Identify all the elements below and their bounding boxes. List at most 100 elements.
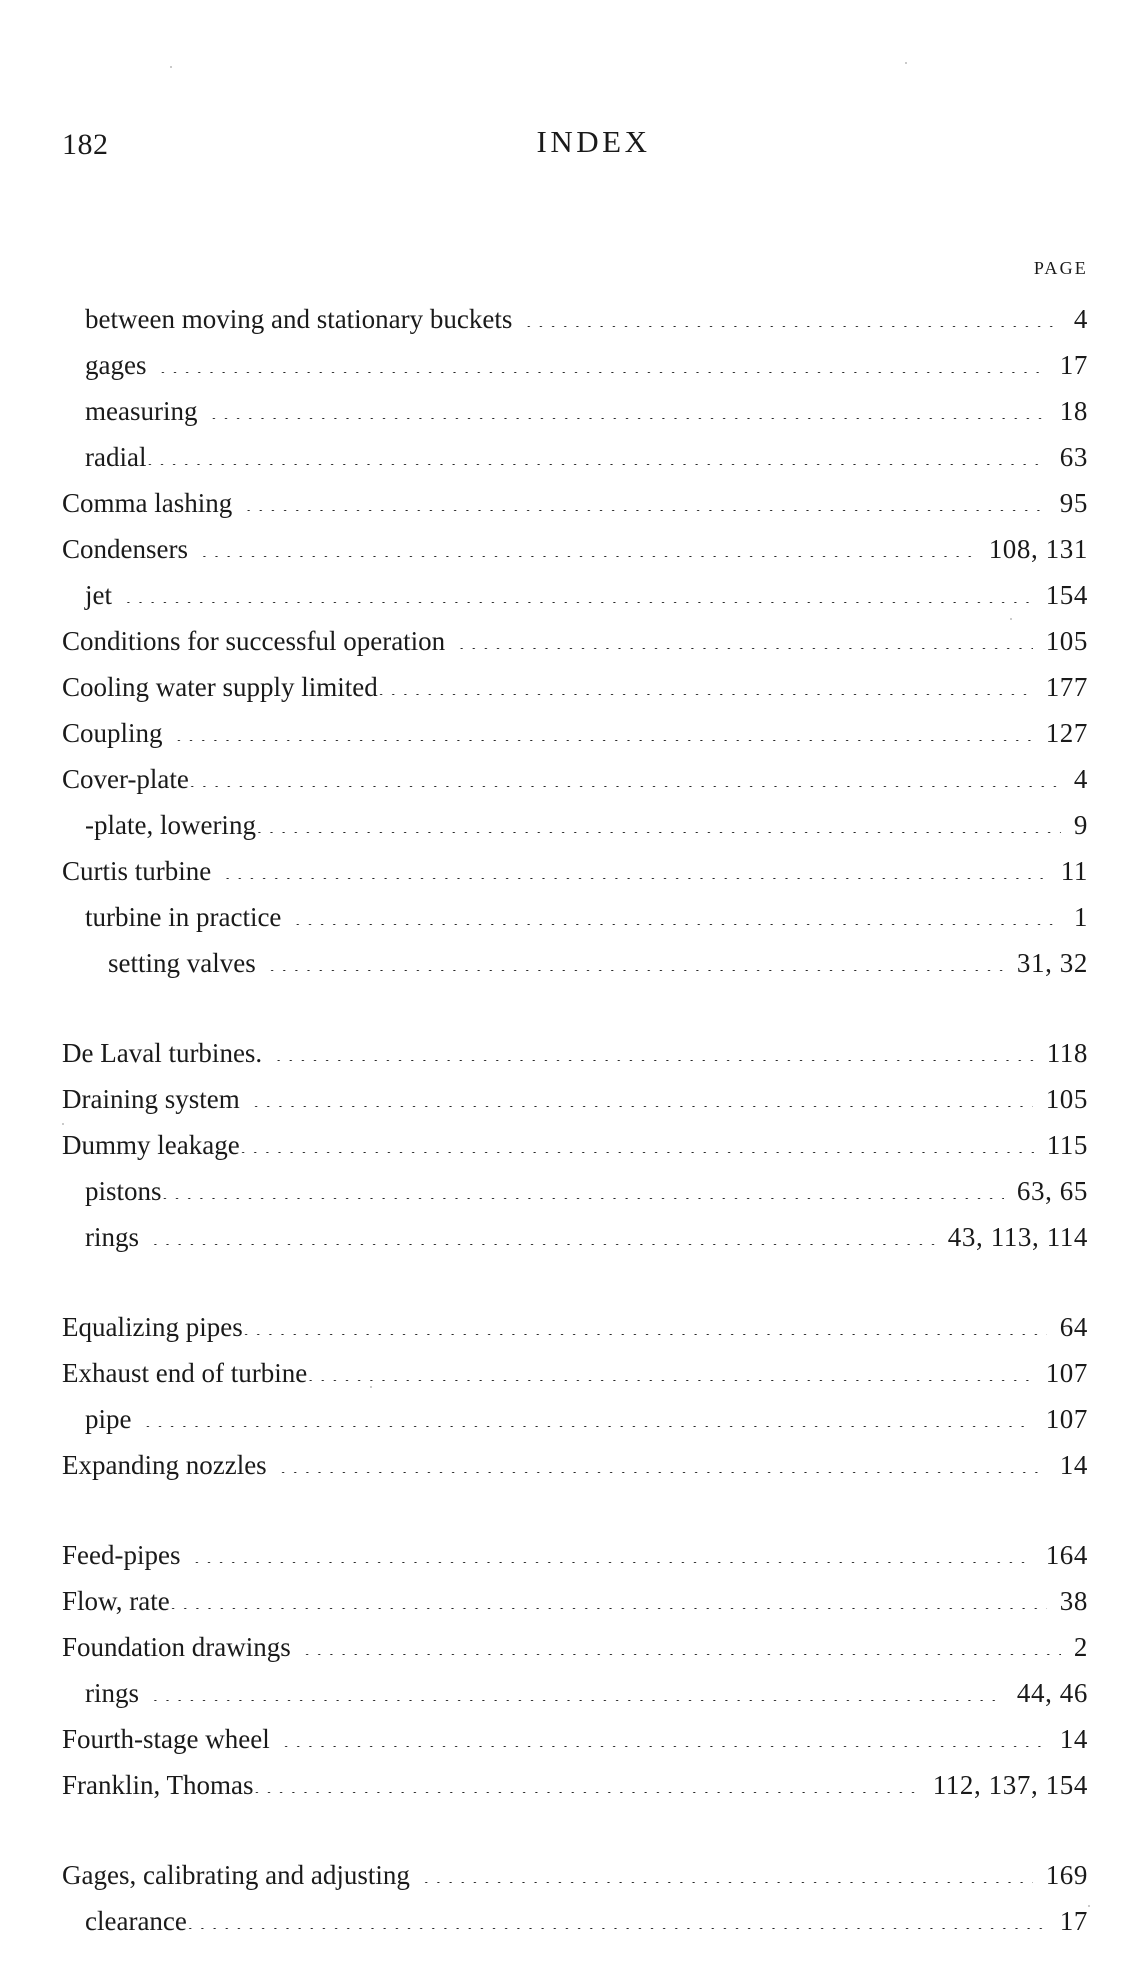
index-entry-page-number: 164: [1038, 1532, 1088, 1578]
index-entry: Cover-plate 4: [0, 756, 1147, 802]
index-entry-text: Feed-pipes: [62, 1540, 181, 1570]
index-entry-text: Expanding nozzles: [62, 1450, 267, 1480]
index-entry-text: turbine in practice: [85, 902, 282, 932]
index-entry-text: Comma lashing: [62, 488, 233, 518]
leader-dots: [269, 941, 1004, 971]
leader-dots: [159, 343, 1046, 373]
leader-dots: [458, 619, 1033, 649]
index-entry: Comma lashing 95: [0, 480, 1147, 526]
leader-dots: [146, 435, 1046, 465]
leader-dots: [280, 1443, 1047, 1473]
index-entry-page-number: 108, 131: [981, 526, 1088, 572]
index-entry-page-number: 63, 65: [1009, 1168, 1088, 1214]
index-entry-text: Cooling water supply limited: [62, 672, 378, 702]
index-entry-page-number: 1: [1066, 894, 1088, 940]
index-entry: radial 63: [0, 434, 1147, 480]
index-entry-page-number: 14: [1052, 1716, 1088, 1762]
leader-dots: [201, 527, 976, 557]
page-column-header: PAGE: [1033, 258, 1088, 278]
index-entry-page-number: 17: [1052, 342, 1088, 388]
index-entry-page-number: 107: [1038, 1350, 1088, 1396]
index-entry-page-number: 31, 32: [1009, 940, 1088, 986]
index-entry: De Laval turbines. 118: [0, 1030, 1147, 1076]
index-entry: Exhaust end of turbine 107: [0, 1350, 1147, 1396]
running-head: 182 INDEX: [0, 124, 1147, 170]
index-entry-text: jet: [85, 580, 112, 610]
index-entry-page-number: 105: [1038, 1076, 1088, 1122]
index-entry-text: Conditions for successful operation: [62, 626, 446, 656]
index-entry: Cooling water supply limited 177: [0, 664, 1147, 710]
index-entry: setting valves 31, 32: [0, 940, 1147, 986]
leader-dots: [243, 1305, 1047, 1335]
index-entry: Conditions for successful operation 105: [0, 618, 1147, 664]
index-entry-list: between moving and stationary buckets 4 ga…: [0, 296, 1147, 1944]
leader-dots: [275, 1031, 1034, 1061]
leader-dots: [378, 665, 1033, 695]
index-entry-page-number: 11: [1053, 848, 1088, 894]
index-entry-text: measuring: [85, 396, 198, 426]
index-entry-page-number: 169: [1038, 1852, 1088, 1898]
index-entry: Feed-pipes 164: [0, 1532, 1147, 1578]
index-entry: Gages, calibrating and adjusting 169: [0, 1852, 1147, 1898]
leader-dots: [125, 573, 1033, 603]
index-entry-page-number: 107: [1038, 1396, 1088, 1442]
index-entry: Fourth-stage wheel 14: [0, 1716, 1147, 1762]
index-entry: Equalizing pipes 64: [0, 1304, 1147, 1350]
index-entry-page-number: 4: [1066, 296, 1088, 342]
index-entry: clearance 17: [0, 1898, 1147, 1944]
leader-dots: [170, 1579, 1047, 1609]
index-entry-text: Condensers: [62, 534, 188, 564]
index-entry-page-number: 43, 113, 114: [940, 1214, 1088, 1260]
index-entry-text: pistons: [85, 1176, 162, 1206]
leader-dots: [245, 481, 1047, 511]
index-entry: Expanding nozzles 14: [0, 1442, 1147, 1488]
leader-dots: [152, 1215, 935, 1245]
index-entry: jet 154: [0, 572, 1147, 618]
index-entry: turbine in practice 1: [0, 894, 1147, 940]
index-entry-text: setting valves: [108, 948, 256, 978]
index-entry-page-number: 38: [1052, 1578, 1088, 1624]
index-entry-text: Franklin, Thomas: [62, 1770, 254, 1800]
index-entry-page-number: 18: [1052, 388, 1088, 434]
index-entry-page-number: 115: [1039, 1122, 1088, 1168]
leader-dots: [423, 1853, 1033, 1883]
leader-dots: [162, 1169, 1004, 1199]
index-entry-text: between moving and stationary buckets: [85, 304, 513, 334]
index-entry-text: Foundation drawings: [62, 1632, 291, 1662]
leader-dots: [254, 1763, 920, 1793]
index-entry-text: pipe: [85, 1404, 132, 1434]
index-entry-text: -plate, lowering: [85, 810, 256, 840]
index-entry: between moving and stationary buckets 4: [0, 296, 1147, 342]
index-entry-page-number: 105: [1038, 618, 1088, 664]
index-entry: Draining system 105: [0, 1076, 1147, 1122]
index-entry-page-number: 118: [1039, 1030, 1088, 1076]
leader-dots: [253, 1077, 1033, 1107]
leader-dots: [525, 297, 1061, 327]
index-entry: rings 44, 46: [0, 1670, 1147, 1716]
index-entry-text: Draining system: [62, 1084, 240, 1114]
leader-dots: [210, 389, 1046, 419]
index-entry-text: Fourth-stage wheel: [62, 1724, 270, 1754]
scan-speckle: [170, 66, 172, 68]
leader-dots: [152, 1671, 1004, 1701]
index-entry-page-number: 17: [1052, 1898, 1088, 1944]
index-entry-text: Curtis turbine: [62, 856, 212, 886]
scan-speckle: [62, 1123, 64, 1125]
index-entry-page-number: 95: [1052, 480, 1088, 526]
page-title: INDEX: [536, 124, 651, 159]
index-entry: -plate, lowering 9: [0, 802, 1147, 848]
index-entry: Coupling 127: [0, 710, 1147, 756]
index-entry-page-number: 2: [1066, 1624, 1088, 1670]
leader-dots: [240, 1123, 1034, 1153]
leader-dots: [224, 849, 1048, 879]
scan-speckle: [370, 1386, 372, 1388]
index-entry-page-number: 127: [1038, 710, 1088, 756]
index-entry-text: Flow, rate: [62, 1586, 170, 1616]
index-entry-page-number: 112, 137, 154: [925, 1762, 1088, 1808]
leader-dots: [187, 1899, 1047, 1929]
leader-dots: [176, 711, 1033, 741]
leader-dots: [307, 1351, 1032, 1381]
index-entry: Curtis turbine 11: [0, 848, 1147, 894]
index-entry-text: gages: [85, 350, 147, 380]
